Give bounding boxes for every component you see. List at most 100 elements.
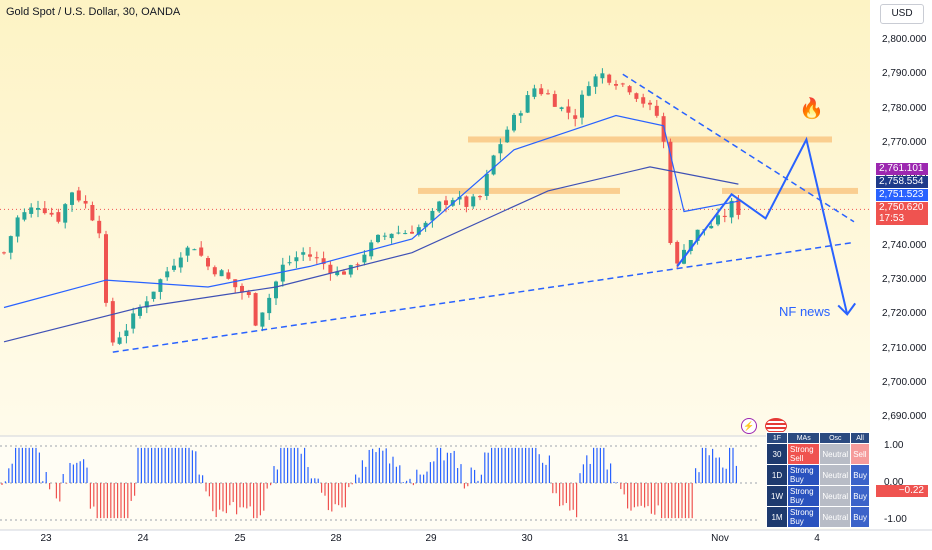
price-badge: 2,758.554 [876,176,928,188]
ta-row-tf: 1M [766,506,788,528]
candle-body [627,86,632,93]
price-tick-label: 2,690.000 [882,411,927,423]
ta-row-osc: Neutral [819,485,852,507]
ta-row: 30 Strong Sell Neutral Sell [766,443,870,465]
time-tick-label: 30 [521,533,533,544]
time-tick-label: Nov [711,533,729,544]
chart-title: Gold Spot / U.S. Dollar, 30, OANDA [6,6,181,18]
candle-body [430,210,435,221]
ta-row-all: Sell [850,443,870,465]
candle-body [104,234,108,303]
candle-body [131,313,136,329]
fire-icon: 🔥 [799,98,824,120]
candle-body [8,236,13,253]
candle-body [151,291,156,299]
candle-body [478,196,482,198]
candle-body [437,201,442,212]
candle-body [539,88,544,95]
ta-row-tf: 30 [766,443,788,465]
ta-row: 1D Strong Buy Neutral Buy [766,464,870,486]
candle-body [274,281,278,299]
ta-header-tf: 1F [766,432,788,444]
candle-body [695,229,700,241]
candle-body [614,83,618,86]
candle-body [342,271,346,275]
candle-body [76,190,81,201]
candle-body [185,247,190,256]
ta-row-all: Buy [850,464,870,486]
candle-body [240,285,244,293]
ta-row: 1M Strong Buy Neutral Buy [766,506,870,528]
candle-body [219,270,224,277]
candle-body [362,254,367,263]
candle-body [355,264,360,266]
candle-body [491,155,496,175]
candle-body [97,220,102,234]
lightning-icon[interactable]: ⚡ [741,418,757,434]
candle-body [396,232,401,234]
price-tick-label: 2,780.000 [882,102,927,114]
candle-body [512,114,516,131]
candle-body [505,129,510,143]
candle-body [301,252,306,255]
candle-body [144,301,149,308]
candle-body [314,257,319,259]
candle-body [246,291,251,296]
currency-selector[interactable]: USD [880,4,924,24]
projection-path [676,136,849,315]
candle-body [722,215,727,217]
time-tick-label: 31 [617,533,629,544]
time-tick-label: 4 [814,533,820,544]
candle-body [675,241,680,264]
price-tick-label: 2,710.000 [882,342,927,354]
moving-average-slow [3,166,739,343]
price-tick-label: 2,730.000 [882,274,927,286]
candle-body [83,200,88,204]
candle-body [294,257,299,262]
moving-average-fast [3,114,739,309]
candle-body [518,113,523,116]
candle-body [634,93,639,99]
candle-body [410,231,414,234]
oscillator-tick-label: 1.00 [884,440,904,451]
candle-body [580,94,584,118]
candle-body [471,196,476,207]
candle-body [233,279,238,288]
ta-row-mas: Strong Buy [786,485,821,507]
ta-row-osc: Neutral [819,464,852,486]
ta-row-osc: Neutral [819,506,852,528]
support-zone [468,136,832,143]
candle-body [56,212,61,222]
candle-body [573,115,578,119]
candle-body [389,233,394,239]
candle-body [546,93,550,95]
candle-body [444,200,448,205]
price-axis-panel[interactable] [870,0,932,550]
candle-body [457,196,462,200]
upper-trendline [622,73,855,223]
time-tick-label: 23 [40,533,52,544]
ta-row-tf: 1W [766,485,788,507]
candle-body [49,212,54,215]
candle-body [138,306,142,316]
ta-header-mas: MAs [786,432,821,444]
price-tick-label: 2,700.000 [882,377,927,388]
candle-body [29,207,34,214]
price-tick-label: 2,740.000 [882,239,927,251]
candle-body [566,106,571,113]
candle-body [709,225,714,229]
candle-body [600,73,605,79]
candle-body [335,271,340,276]
candle-body [36,207,40,210]
candle-body [226,272,231,279]
candle-body [165,271,170,278]
ta-row-all: Buy [850,485,870,507]
oscillator-tick-label: 0.00 [884,477,904,488]
lower-trendline [112,241,855,353]
candle-body [110,301,115,343]
candle-body [716,215,720,225]
candle-body [552,94,557,107]
candle-body [328,264,333,274]
